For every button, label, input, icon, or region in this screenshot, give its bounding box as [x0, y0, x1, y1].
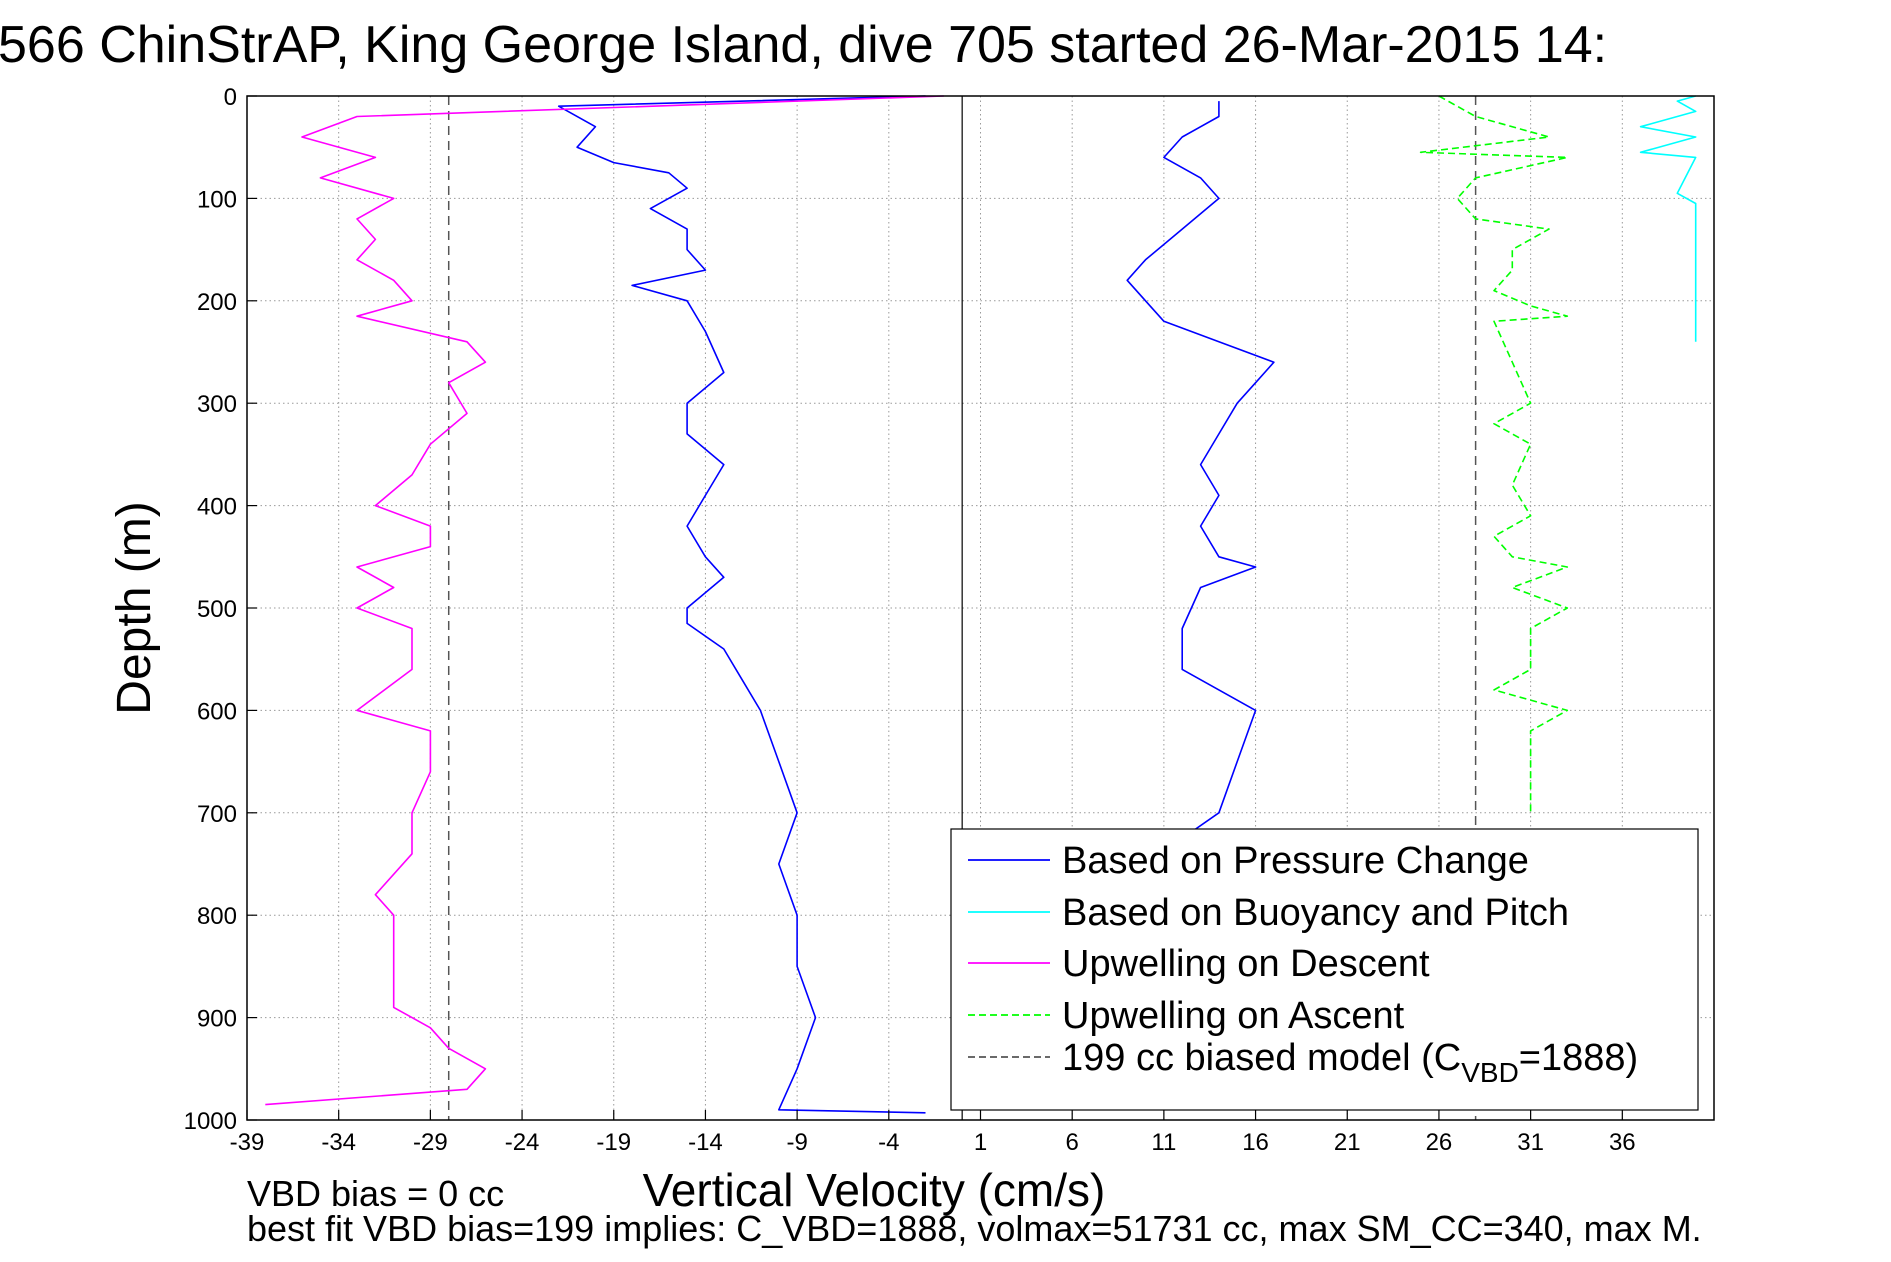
legend-label: Upwelling on Ascent	[1062, 995, 1405, 1037]
y-tick-label: 900	[197, 1006, 237, 1033]
legend-box	[950, 828, 1699, 1111]
legend-label: 199 cc biased model (CVBD=1888)	[1062, 1037, 1638, 1088]
x-axis: -39 -34 -29 -24 -19 -14 -9 -4 1 6 11 16 21 26 31 36	[230, 1110, 1636, 1156]
y-tick-label: 1000	[184, 1108, 237, 1135]
series-line-based-on-buoyancy-and-pitch	[1639, 95, 1697, 342]
x-tick-label: -39	[230, 1129, 265, 1156]
series-line-upwelling-on-descent	[265, 95, 944, 1106]
y-tick-label: 500	[197, 596, 237, 623]
x-tick-label: 36	[1609, 1129, 1636, 1156]
series-line-based-on-pressure-change	[1126, 101, 1275, 840]
x-tick-label: 21	[1334, 1129, 1361, 1156]
legend-label: Based on Buoyancy and Pitch	[1062, 892, 1569, 934]
y-tick-label: 300	[197, 391, 237, 418]
x-tick-label: 16	[1242, 1129, 1269, 1156]
x-tick-label: 31	[1517, 1129, 1544, 1156]
legend-label: Based on Pressure Change	[1062, 840, 1529, 882]
x-tick-label: -34	[321, 1129, 356, 1156]
x-tick-label: 1	[974, 1129, 987, 1156]
x-tick-label: -29	[413, 1129, 448, 1156]
footer-best-fit: best fit VBD bias=199 implies: C_VBD=188…	[247, 1208, 1702, 1249]
x-tick-label: 6	[1066, 1129, 1079, 1156]
x-tick-label: -24	[505, 1129, 540, 1156]
y-tick-label: 700	[197, 801, 237, 828]
x-tick-label: 26	[1426, 1129, 1453, 1156]
footer-vbd-bias: VBD bias = 0 cc	[247, 1173, 504, 1214]
series-layer	[265, 95, 1697, 1114]
x-axis-label: Vertical Velocity (cm/s)	[643, 1164, 1106, 1216]
x-tick-label: 11	[1151, 1129, 1176, 1156]
chart-title: 566 ChinStrAP, King George Island, dive …	[0, 16, 1607, 74]
y-tick-label: 800	[197, 903, 237, 930]
x-tick-label: -19	[596, 1129, 631, 1156]
x-tick-label: -9	[786, 1129, 807, 1156]
legend: Based on Pressure Change Based on Buoyanc…	[950, 828, 1699, 1111]
series-line-based-on-pressure-change	[557, 95, 926, 1114]
x-tick-label: -14	[688, 1129, 723, 1156]
series-line-upwelling-on-ascent	[1419, 95, 1569, 813]
legend-label: Upwelling on Descent	[1062, 943, 1430, 985]
y-tick-label: 200	[197, 289, 237, 316]
x-tick-label: -4	[878, 1129, 899, 1156]
y-axis: 0 100 200 300 400 500 600 700 800 900 1000	[184, 84, 257, 1135]
y-tick-label: 100	[197, 186, 237, 213]
y-tick-label: 600	[197, 698, 237, 725]
y-tick-label: 400	[197, 494, 237, 521]
y-axis-label: Depth (m)	[108, 501, 161, 714]
y-tick-label: 0	[224, 84, 237, 111]
